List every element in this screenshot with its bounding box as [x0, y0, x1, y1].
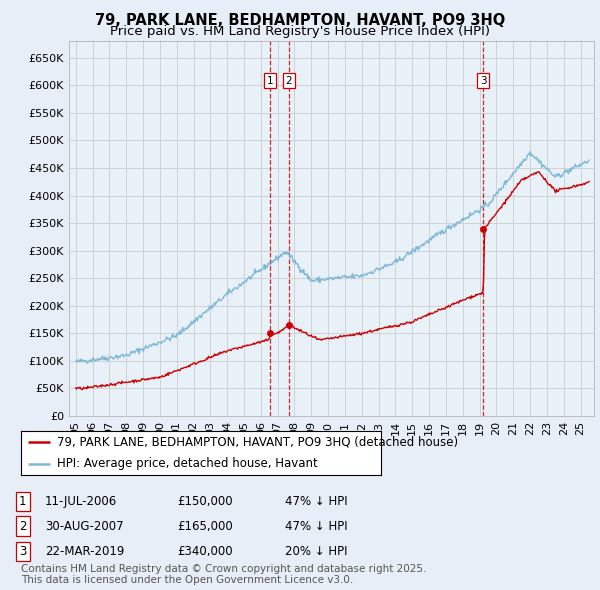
Text: 1: 1 [266, 76, 273, 86]
Text: 47% ↓ HPI: 47% ↓ HPI [285, 520, 347, 533]
Text: 30-AUG-2007: 30-AUG-2007 [45, 520, 124, 533]
Text: 79, PARK LANE, BEDHAMPTON, HAVANT, PO9 3HQ (detached house): 79, PARK LANE, BEDHAMPTON, HAVANT, PO9 3… [57, 435, 458, 448]
Text: Contains HM Land Registry data © Crown copyright and database right 2025.
This d: Contains HM Land Registry data © Crown c… [21, 563, 427, 585]
Text: 22-MAR-2019: 22-MAR-2019 [45, 545, 124, 558]
Text: 1: 1 [19, 495, 26, 508]
Text: 2: 2 [286, 76, 292, 86]
Text: £340,000: £340,000 [177, 545, 233, 558]
Text: 2: 2 [19, 520, 26, 533]
Text: £150,000: £150,000 [177, 495, 233, 508]
Text: 20% ↓ HPI: 20% ↓ HPI [285, 545, 347, 558]
Text: 79, PARK LANE, BEDHAMPTON, HAVANT, PO9 3HQ: 79, PARK LANE, BEDHAMPTON, HAVANT, PO9 3… [95, 13, 505, 28]
Text: HPI: Average price, detached house, Havant: HPI: Average price, detached house, Hava… [57, 457, 318, 470]
Text: Price paid vs. HM Land Registry's House Price Index (HPI): Price paid vs. HM Land Registry's House … [110, 25, 490, 38]
Text: £165,000: £165,000 [177, 520, 233, 533]
Text: 11-JUL-2006: 11-JUL-2006 [45, 495, 117, 508]
Text: 47% ↓ HPI: 47% ↓ HPI [285, 495, 347, 508]
Text: 3: 3 [19, 545, 26, 558]
Text: 3: 3 [480, 76, 487, 86]
